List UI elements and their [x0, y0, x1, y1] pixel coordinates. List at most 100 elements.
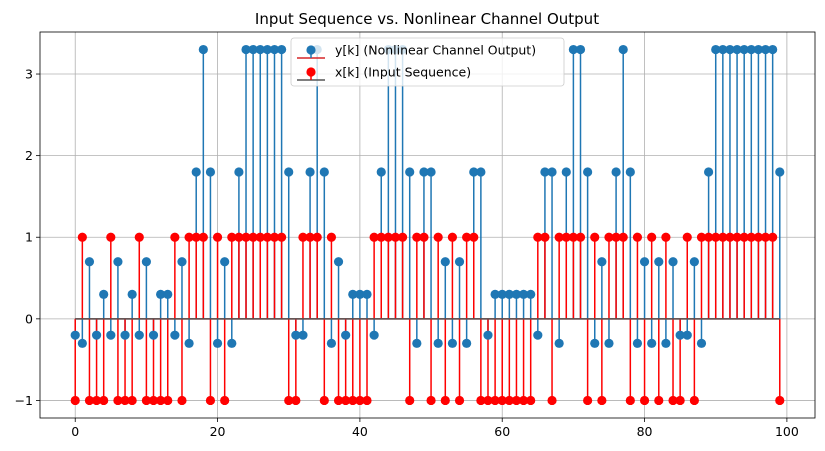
plot-frame [39, 31, 816, 419]
data-point [277, 44, 287, 55]
series-1-markers [70, 44, 785, 348]
data-point [255, 232, 265, 242]
data-point [99, 289, 109, 299]
data-point [220, 395, 230, 406]
data-point [134, 232, 144, 242]
data-point [518, 289, 529, 299]
data-point [198, 232, 208, 242]
y-tick-label: 3 [25, 67, 33, 82]
data-point [632, 232, 643, 242]
data-point [711, 232, 721, 242]
data-point [148, 395, 159, 406]
data-point [376, 167, 386, 177]
data-point [661, 232, 671, 242]
data-point [70, 395, 80, 406]
data-point [583, 395, 593, 406]
data-point [390, 232, 401, 242]
data-point [170, 330, 180, 340]
legend-marker-swatch [306, 67, 316, 77]
data-point [191, 167, 201, 177]
data-point [198, 44, 208, 55]
data-point [511, 289, 522, 299]
data-point [184, 338, 194, 348]
data-point [84, 257, 95, 267]
data-point [469, 167, 479, 177]
data-point [70, 330, 80, 340]
data-point [277, 232, 287, 242]
data-point [647, 232, 657, 242]
data-point [212, 338, 223, 348]
data-point [291, 330, 301, 340]
data-point [412, 338, 422, 348]
data-point [433, 232, 443, 242]
data-point [775, 395, 785, 406]
grid [40, 32, 815, 418]
data-point [383, 232, 393, 242]
data-point [163, 395, 173, 406]
data-point [718, 232, 728, 242]
data-point [284, 167, 294, 177]
data-point [405, 167, 415, 177]
data-point [689, 257, 699, 267]
data-point [440, 395, 450, 406]
data-point [248, 232, 258, 242]
data-point [362, 395, 372, 406]
data-point [440, 257, 450, 267]
data-point [561, 167, 571, 177]
data-point [419, 232, 429, 242]
data-point [156, 289, 166, 299]
data-point [77, 338, 87, 348]
chart-title: Input Sequence vs. Nonlinear Channel Out… [255, 10, 599, 28]
data-point [590, 338, 600, 348]
data-point [241, 44, 251, 55]
x-tick-label: 0 [71, 424, 79, 439]
data-point [234, 232, 244, 242]
data-point [511, 395, 522, 406]
data-point [255, 44, 265, 55]
series-1-stems [74, 49, 781, 344]
data-point [618, 44, 628, 55]
legend-entry: y[k] (Nonlinear Channel Output) [297, 43, 536, 59]
data-point [141, 395, 151, 406]
data-point [454, 395, 465, 406]
data-point [632, 338, 643, 348]
data-point [355, 289, 365, 299]
y-tick-label: −1 [15, 393, 33, 408]
series-2-markers [70, 232, 785, 406]
y-tick-label: 0 [25, 311, 33, 326]
data-point [462, 338, 472, 348]
data-point [120, 330, 130, 340]
data-point [753, 232, 764, 242]
data-point [305, 232, 315, 242]
data-point [405, 395, 415, 406]
data-point [454, 257, 465, 267]
data-point [269, 232, 280, 242]
data-point [177, 395, 187, 406]
data-point [84, 395, 95, 406]
data-point [91, 395, 102, 406]
data-point [661, 338, 671, 348]
data-point [426, 167, 436, 177]
data-point [205, 167, 216, 177]
data-point [241, 232, 251, 242]
data-point [462, 232, 472, 242]
data-point [654, 395, 664, 406]
data-point [298, 232, 308, 242]
data-point [639, 395, 650, 406]
data-point [362, 289, 372, 299]
data-point [533, 330, 543, 340]
data-point [696, 232, 707, 242]
data-point [490, 395, 500, 406]
data-point [711, 44, 721, 55]
y-tick-label: 1 [25, 230, 33, 245]
x-tick-label: 60 [494, 424, 510, 439]
data-point [191, 232, 201, 242]
data-point [170, 232, 180, 242]
data-point [682, 232, 692, 242]
data-point [156, 395, 166, 406]
data-point [163, 289, 173, 299]
data-point [597, 395, 607, 406]
x-tick-label: 100 [775, 424, 799, 439]
data-point [419, 167, 429, 177]
data-point [319, 395, 329, 406]
